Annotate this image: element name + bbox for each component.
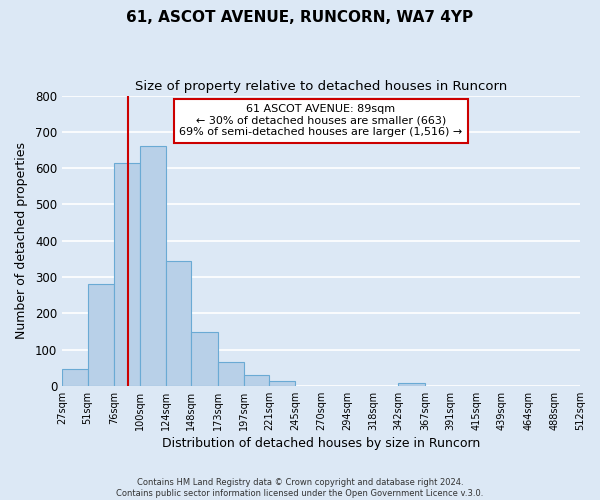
Text: 61, ASCOT AVENUE, RUNCORN, WA7 4YP: 61, ASCOT AVENUE, RUNCORN, WA7 4YP [127,10,473,25]
Text: Contains HM Land Registry data © Crown copyright and database right 2024.
Contai: Contains HM Land Registry data © Crown c… [116,478,484,498]
Bar [244,375,269,386]
Bar [269,382,295,386]
Title: Size of property relative to detached houses in Runcorn: Size of property relative to detached ho… [135,80,507,93]
Bar [88,284,115,386]
Bar [166,260,191,386]
Bar [115,162,140,386]
Bar [218,362,244,386]
Bar [62,370,88,386]
Bar [398,383,425,386]
Bar [140,146,166,386]
Text: 61 ASCOT AVENUE: 89sqm
← 30% of detached houses are smaller (663)
69% of semi-de: 61 ASCOT AVENUE: 89sqm ← 30% of detached… [179,104,463,138]
Bar [191,332,218,386]
Y-axis label: Number of detached properties: Number of detached properties [15,142,28,339]
X-axis label: Distribution of detached houses by size in Runcorn: Distribution of detached houses by size … [162,437,480,450]
